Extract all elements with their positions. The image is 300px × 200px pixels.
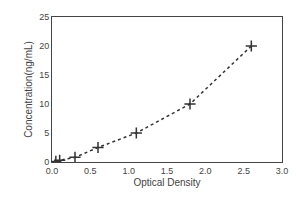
svg-text:Optical Density: Optical Density	[133, 177, 200, 188]
svg-text:0.0: 0.0	[46, 166, 59, 176]
svg-text:2.0: 2.0	[199, 166, 212, 176]
svg-text:1.0: 1.0	[122, 166, 135, 176]
svg-text:0: 0	[44, 157, 49, 167]
svg-text:3.0: 3.0	[276, 166, 289, 176]
svg-text:15: 15	[39, 70, 49, 80]
svg-text:Concentration(ng/mL): Concentration(ng/mL)	[23, 41, 34, 138]
svg-text:10: 10	[39, 99, 49, 109]
svg-text:20: 20	[39, 41, 49, 51]
svg-text:1.5: 1.5	[161, 166, 174, 176]
svg-text:25: 25	[39, 12, 49, 22]
svg-text:2.5: 2.5	[237, 166, 250, 176]
svg-text:0.5: 0.5	[84, 166, 97, 176]
svg-text:5: 5	[44, 128, 49, 138]
